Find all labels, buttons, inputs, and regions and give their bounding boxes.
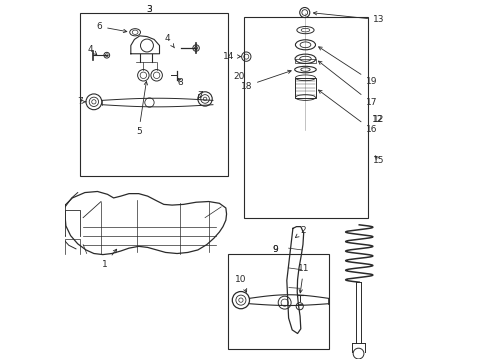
Text: 13: 13 [313, 12, 384, 24]
Text: 3: 3 [146, 5, 152, 14]
Text: 7: 7 [196, 91, 202, 100]
Text: 11: 11 [297, 265, 309, 293]
Text: 4: 4 [87, 45, 97, 55]
Text: 18: 18 [240, 70, 290, 91]
Bar [228, 253, 328, 348]
Text: 20: 20 [233, 72, 244, 81]
Bar [295, 78, 315, 98]
Text: 19: 19 [318, 47, 377, 86]
Text: 15: 15 [372, 156, 384, 165]
Text: 4: 4 [164, 34, 174, 48]
Text: 9: 9 [271, 246, 277, 255]
Text: 9: 9 [271, 246, 277, 255]
Text: 12: 12 [371, 114, 383, 123]
Bar [80, 13, 228, 176]
Bar [244, 17, 367, 218]
Text: 7: 7 [77, 97, 86, 106]
Text: 6: 6 [96, 22, 126, 33]
Bar [294, 59, 316, 63]
Text: 3: 3 [146, 5, 152, 14]
Text: 8: 8 [178, 78, 183, 87]
Text: 12: 12 [372, 114, 383, 123]
Text: 5: 5 [136, 81, 147, 136]
Text: 14: 14 [222, 52, 240, 61]
Text: 2: 2 [295, 226, 306, 238]
Text: 16: 16 [318, 90, 377, 134]
Text: 10: 10 [235, 275, 246, 292]
Text: 1: 1 [102, 249, 117, 269]
Text: 17: 17 [318, 61, 377, 107]
